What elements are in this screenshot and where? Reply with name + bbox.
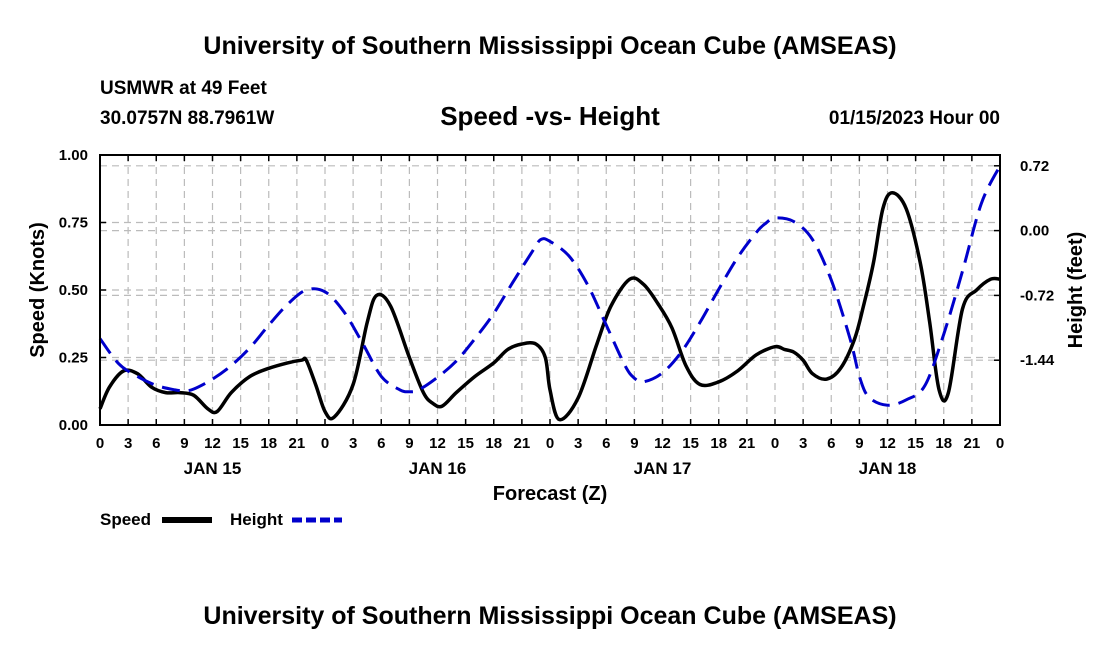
y-tick-label: 0.75	[59, 215, 88, 232]
x-tick-label: 0	[996, 435, 1004, 452]
x-tick-label: 15	[907, 435, 924, 452]
x-tick-label: 0	[771, 435, 779, 452]
x-tick-label: 9	[405, 435, 413, 452]
y-tick-label: 0.50	[59, 282, 88, 299]
x-tick-label: 21	[514, 435, 531, 452]
x-tick-label: 3	[574, 435, 582, 452]
date-label: 01/15/2023 Hour 00	[829, 108, 1000, 129]
axis-ticks: 0 3 6 9 12 15 18 21 0 3 6 9 12 15 18 21 0 3 6 9 12 15 18 21 0 3 6 9…	[59, 147, 1055, 478]
x-day-label: JAN 17	[634, 459, 692, 478]
x-tick-label: 18	[260, 435, 277, 452]
x-tick-label: 18	[485, 435, 502, 452]
x-tick-label: 6	[602, 435, 610, 452]
x-axis-label: Forecast (Z)	[493, 483, 607, 505]
footer-title: University of Southern Mississippi Ocean…	[203, 602, 896, 630]
x-tick-label: 18	[935, 435, 952, 452]
y2-tick-label: 0.00	[1020, 223, 1049, 240]
y2-tick-label: -1.44	[1020, 352, 1055, 369]
x-tick-label: 21	[289, 435, 306, 452]
x-tick-label: 6	[152, 435, 160, 452]
y-tick-label: 0.00	[59, 417, 88, 434]
chart-canvas: University of Southern Mississippi Ocean…	[0, 0, 1100, 650]
x-tick-label: 12	[879, 435, 896, 452]
y-tick-label: 0.25	[59, 350, 88, 367]
y-tick-label: 1.00	[59, 147, 88, 164]
x-tick-label: 6	[377, 435, 385, 452]
x-tick-label: 9	[855, 435, 863, 452]
x-tick-label: 3	[799, 435, 807, 452]
x-tick-label: 3	[349, 435, 357, 452]
main-title: University of Southern Mississippi Ocean…	[203, 32, 896, 60]
x-tick-label: 9	[630, 435, 638, 452]
height-series-line	[100, 166, 1000, 405]
y2-tick-label: -0.72	[1020, 287, 1054, 304]
y2-axis-label: Height (feet)	[1065, 232, 1087, 349]
x-tick-label: 21	[964, 435, 981, 452]
x-tick-label: 21	[739, 435, 756, 452]
x-tick-label: 6	[827, 435, 835, 452]
speed-series-line	[100, 193, 1000, 420]
y2-tick-label: 0.72	[1020, 158, 1049, 175]
x-tick-label: 9	[180, 435, 188, 452]
x-tick-label: 15	[457, 435, 474, 452]
x-tick-label: 12	[429, 435, 446, 452]
plot-title: Speed -vs- Height	[440, 101, 660, 131]
x-tick-label: 15	[232, 435, 249, 452]
legend-height-label: Height	[230, 510, 283, 529]
x-tick-label: 15	[682, 435, 699, 452]
x-day-label: JAN 16	[409, 459, 467, 478]
x-tick-label: 0	[321, 435, 329, 452]
station-label: USMWR at 49 Feet	[100, 78, 267, 99]
x-tick-label: 12	[204, 435, 221, 452]
y-axis-label: Speed (Knots)	[27, 222, 49, 358]
coordinates-label: 30.0757N 88.7961W	[100, 108, 274, 129]
x-tick-label: 3	[124, 435, 132, 452]
x-day-label: JAN 18	[859, 459, 917, 478]
x-tick-label: 18	[710, 435, 727, 452]
legend-speed-label: Speed	[100, 510, 151, 529]
legend: Speed Height	[100, 510, 342, 529]
x-tick-label: 12	[654, 435, 671, 452]
x-day-label: JAN 15	[184, 459, 242, 478]
x-tick-label: 0	[96, 435, 104, 452]
x-tick-label: 0	[546, 435, 554, 452]
